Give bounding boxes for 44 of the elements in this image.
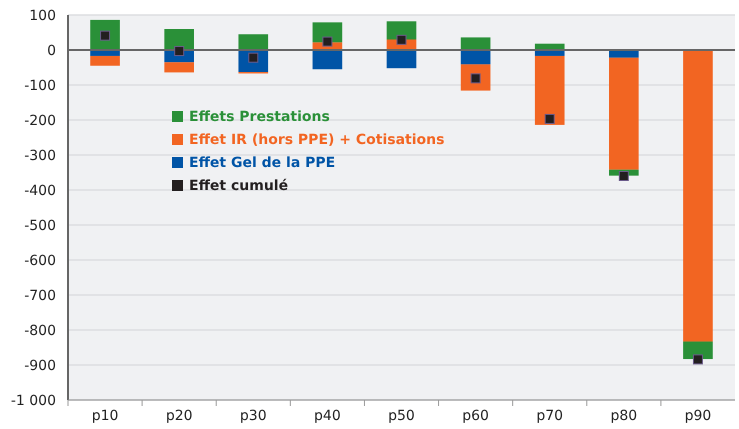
bar — [609, 58, 639, 170]
y-tick-label: -300 — [24, 148, 56, 164]
bar — [534, 56, 565, 125]
point — [396, 34, 406, 45]
y-tick-label: -800 — [24, 322, 56, 339]
x-tick-label: p20 — [166, 408, 193, 424]
bar — [312, 50, 342, 70]
bar — [460, 37, 490, 50]
bar — [90, 56, 120, 66]
x-tick-label: p40 — [314, 408, 341, 424]
bar — [683, 50, 713, 342]
y-tick-label: 100 — [29, 8, 56, 24]
bar — [164, 62, 194, 72]
y-tick-label: -700 — [24, 288, 56, 304]
point — [544, 114, 555, 124]
point — [692, 354, 703, 364]
x-tick-label: p90 — [684, 408, 712, 424]
point — [174, 46, 184, 56]
x-tick-label: p10 — [92, 408, 118, 424]
point — [322, 36, 332, 47]
y-tick-label: -400 — [24, 182, 56, 199]
y-tick-label: -500 — [24, 218, 56, 234]
bar — [164, 29, 194, 50]
bar — [460, 50, 490, 64]
legend-label: Effet Gel de la PPE — [189, 154, 336, 171]
x-tick-label: p60 — [462, 408, 489, 424]
bar — [386, 50, 416, 68]
bar — [238, 34, 268, 50]
legend-label: Effet cumulé — [189, 178, 288, 194]
y-tick-label: -900 — [24, 358, 56, 374]
point — [618, 171, 629, 181]
legend-label: Effet IR (hors PPE) + Cotisations — [189, 132, 444, 148]
y-tick-label: 0 — [47, 42, 56, 59]
y-tick-label: -600 — [24, 252, 56, 269]
x-tick-label: p70 — [536, 408, 564, 424]
bar — [386, 21, 416, 40]
bar — [683, 342, 713, 360]
legend-label: Effets Prestations — [189, 108, 330, 125]
x-tick-label: p30 — [240, 408, 267, 424]
y-tick-label: -200 — [24, 112, 56, 129]
x-tick-label: p50 — [388, 408, 415, 424]
y-tick-label: -100 — [24, 78, 56, 94]
x-tick-label: p80 — [610, 408, 638, 424]
y-tick-label: -1 000 — [10, 392, 56, 409]
